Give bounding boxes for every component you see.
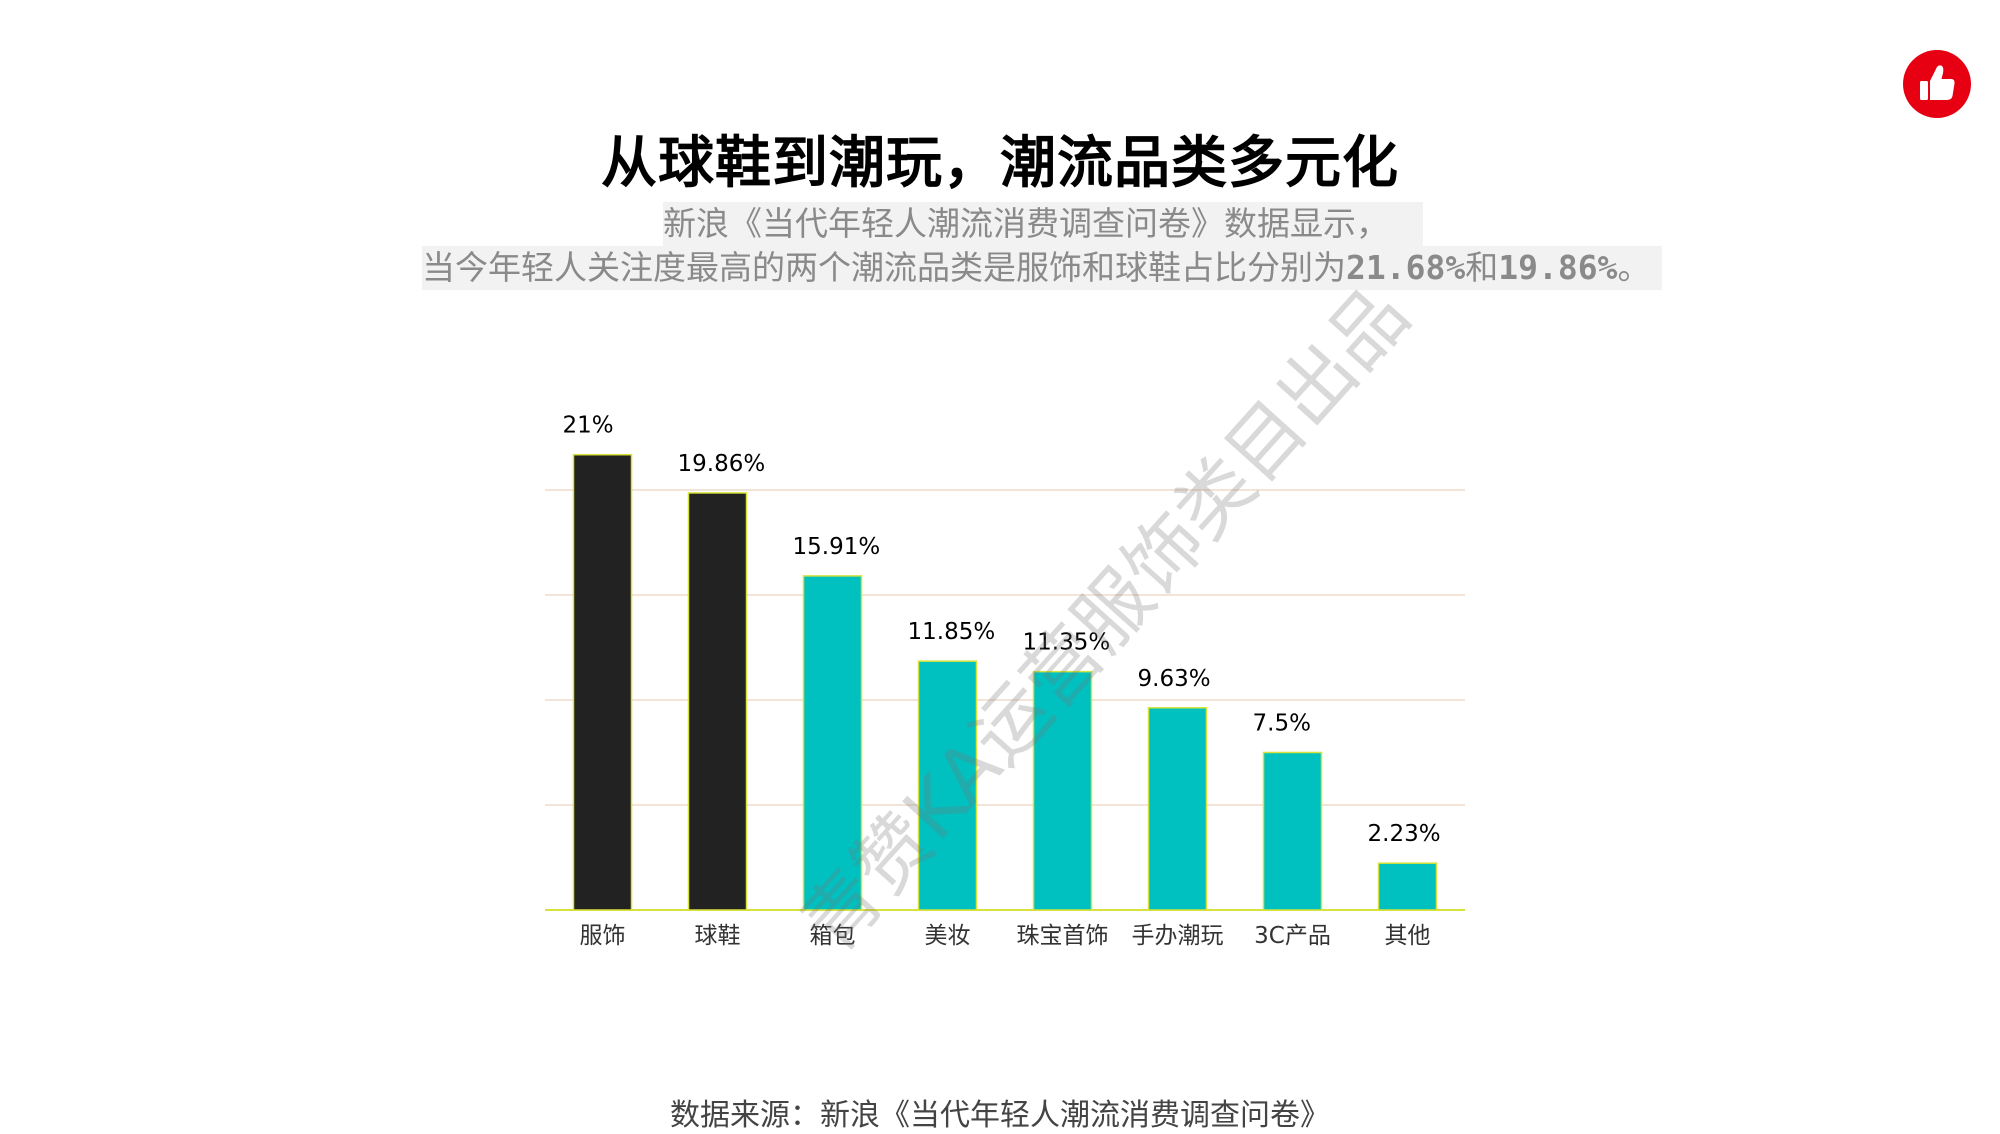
- category-label-6: 3C产品: [1254, 923, 1331, 949]
- bar-3: [917, 660, 978, 911]
- data-label-6: 7.5%: [1253, 711, 1311, 737]
- subtitle-prefix: 当今年轻人关注度最高的两个潮流品类是服饰和球鞋占比分别为: [422, 248, 1346, 287]
- data-label-3: 11.85%: [908, 619, 996, 645]
- category-label-1: 球鞋: [695, 923, 741, 949]
- data-label-5: 9.63%: [1138, 666, 1211, 692]
- chart-data-labels: 21% 19.86% 15.91% 11.85% 11.35% 9.63% 7.5% 2.23…: [563, 413, 1441, 847]
- data-label-7: 2.23%: [1368, 821, 1441, 847]
- category-label-7: 其他: [1385, 923, 1431, 949]
- category-label-3: 美妆: [925, 923, 971, 949]
- data-label-4: 11.35%: [1023, 630, 1111, 656]
- category-label-0: 服饰: [580, 923, 626, 949]
- chart-category-labels: 服饰 球鞋 箱包 美妆 珠宝首饰 手办潮玩 3C产品 其他: [580, 923, 1431, 949]
- page-title: 从球鞋到潮玩，潮流品类多元化: [601, 131, 1399, 196]
- bar-5: [1147, 707, 1208, 911]
- category-label-4: 珠宝首饰: [1017, 923, 1109, 949]
- subtitle-line-2: 当今年轻人关注度最高的两个潮流品类是服饰和球鞋占比分别为21.68%和19.86…: [422, 246, 1662, 290]
- category-label-2: 箱包: [810, 923, 856, 949]
- bar-6: [1262, 751, 1323, 911]
- subtitle-value-clothing: 21.68%: [1346, 248, 1466, 287]
- bar-4: [1032, 670, 1093, 911]
- bar-7: [1377, 862, 1438, 911]
- chart-bars: [572, 453, 1438, 911]
- data-source: 数据来源：新浪《当代年轻人潮流消费调查问卷》: [670, 1098, 1330, 1133]
- subtitle-end: 。: [1617, 248, 1651, 287]
- data-label-2: 15.91%: [793, 534, 881, 560]
- data-label-1: 19.86%: [678, 451, 766, 477]
- bar-0: [572, 453, 633, 911]
- subtitle-value-sneakers: 19.86%: [1498, 248, 1618, 287]
- chart-gridlines: [545, 489, 1465, 911]
- category-label-5: 手办潮玩: [1132, 923, 1224, 949]
- bar-1: [687, 492, 748, 911]
- subtitle-line-1: 新浪《当代年轻人潮流消费调查问卷》数据显示，: [663, 202, 1423, 246]
- thumbs-up-icon: [1903, 50, 1971, 118]
- bar-2: [802, 575, 863, 911]
- data-label-0: 21%: [563, 413, 614, 439]
- subtitle-and: 和: [1465, 248, 1499, 287]
